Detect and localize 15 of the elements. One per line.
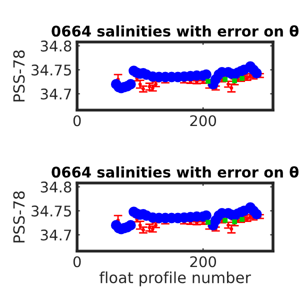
x-tick-label: 200 [190,115,216,126]
x-axis-title: float profile number [99,271,252,286]
x-tick-label: 0 [73,256,81,268]
chart-title: 0664 salinities with error on θ [52,166,299,178]
y-tick-label: 34.7 [40,88,71,100]
y-axis-title: PSS-78 [13,191,25,242]
chart-title: 0664 salinities with error on θ [52,25,299,37]
y-tick-label: 34.7 [40,230,71,241]
y-tick-label: 34.8 [40,182,72,193]
y-tick-label: 34.75 [32,64,71,76]
x-tick-label: 0 [73,115,81,126]
y-tick-label: 34.8 [40,40,72,52]
y-tick-label: 34.75 [32,206,71,217]
y-axis-title: PSS-78 [13,50,25,102]
x-tick-label: 200 [190,256,216,268]
